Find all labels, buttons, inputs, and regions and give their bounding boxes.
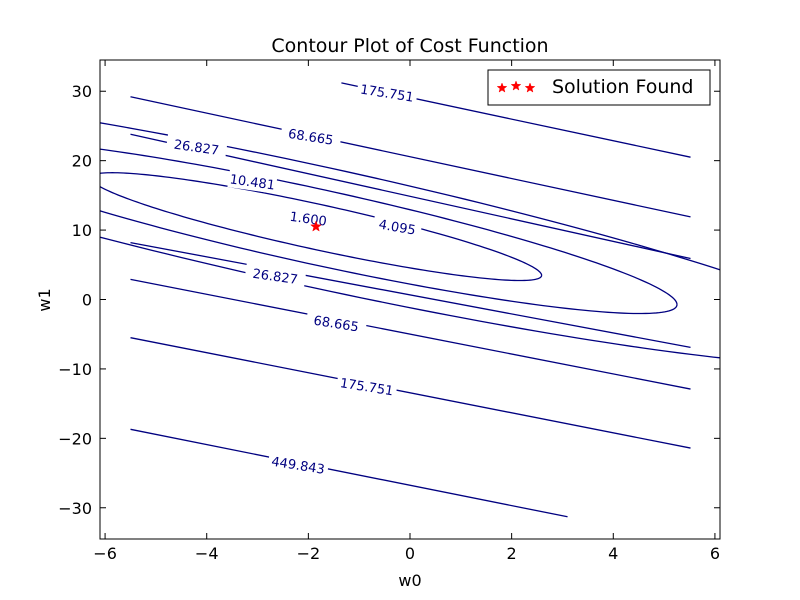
y-tick-label: 0	[82, 291, 92, 310]
y-axis-label: w1	[35, 288, 54, 311]
contour-label-bg	[356, 79, 419, 107]
contour-line-1.600	[100, 172, 543, 282]
contour-label-bg	[227, 169, 278, 194]
x-tick-label: 0	[405, 544, 415, 563]
contour-label-bg	[283, 206, 334, 231]
contour-label-68.665: 68.665	[312, 314, 359, 336]
solution-marker	[310, 220, 322, 232]
contour-label-bg	[165, 133, 228, 160]
contour-label-26.827: 26.827	[173, 138, 220, 159]
legend-star-icon	[524, 82, 536, 93]
y-tick-label: −10	[58, 360, 92, 379]
legend-star-icon	[510, 80, 522, 91]
contour-label-bg	[244, 262, 307, 289]
contour-line-449.843	[130, 428, 568, 518]
contour-line-10.481	[100, 122, 720, 359]
contour-label-10.481: 10.481	[229, 172, 276, 193]
y-tick-label: 10	[72, 221, 92, 240]
contour-line-68.665	[130, 278, 691, 390]
contour-line-4.095	[100, 148, 678, 315]
y-tick-label: 30	[72, 82, 92, 101]
contour-label-bg	[267, 451, 330, 479]
legend-star-icon	[496, 82, 508, 93]
x-tick-label: 6	[710, 544, 720, 563]
contour-label-bg	[372, 213, 423, 240]
x-tick-label: −4	[195, 544, 219, 563]
x-tick-label: 4	[608, 544, 618, 563]
contour-line-68.665	[130, 96, 691, 218]
y-tick-label: −20	[58, 429, 92, 448]
y-tick-label: 20	[72, 152, 92, 171]
contour-label-bg	[305, 309, 368, 337]
x-axis-label: w0	[398, 571, 421, 590]
x-tick-label: 2	[507, 544, 517, 563]
legend-box	[487, 69, 711, 106]
legend-label: Solution Found	[552, 76, 693, 98]
y-tick-label: −30	[58, 499, 92, 518]
legend-marker	[496, 80, 536, 93]
contour-line-26.827	[130, 241, 691, 349]
contour-line-175.751	[130, 337, 691, 449]
legend: Solution Found	[487, 69, 711, 106]
contour-label-bg	[279, 122, 342, 150]
contour-label-68.665: 68.665	[287, 127, 334, 149]
chart-title: Contour Plot of Cost Function	[271, 35, 548, 57]
x-tick-label: −2	[297, 544, 321, 563]
contour-label-4.095: 4.095	[377, 217, 416, 238]
contour-label-bg	[335, 372, 398, 400]
contour-label-26.827: 26.827	[252, 267, 299, 288]
x-tick-label: −6	[93, 544, 117, 563]
